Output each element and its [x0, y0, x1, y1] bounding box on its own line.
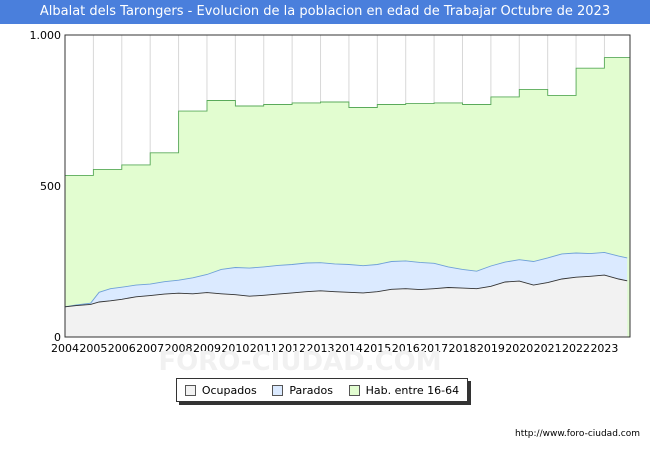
x-tick-label: 2007 [136, 342, 164, 355]
x-tick-label: 2009 [193, 342, 221, 355]
x-tick-label: 2016 [392, 342, 420, 355]
legend-item-hab: Hab. entre 16-64 [348, 383, 460, 397]
legend-swatch-parados [272, 384, 284, 396]
x-tick-label: 2023 [590, 342, 618, 355]
legend-item-ocupados: Ocupados [184, 383, 257, 397]
x-tick-label: 2018 [448, 342, 476, 355]
line-parados [64, 251, 628, 308]
legend-label-hab: Hab. entre 16-64 [365, 383, 460, 397]
y-tick-label: 0 [54, 331, 61, 344]
chart-title: Albalat dels Tarongers - Evolucion de la… [0, 0, 650, 24]
area-ocupados [65, 275, 628, 337]
y-tick-label: 500 [40, 180, 61, 193]
line-hab-entre-16-64 [65, 57, 630, 176]
x-tick-label: 2021 [534, 342, 562, 355]
legend-swatch-ocupados [184, 384, 196, 396]
legend-item-parados: Parados [272, 384, 333, 397]
x-tick-label: 2017 [420, 342, 448, 355]
plot-frame [64, 34, 631, 338]
x-tick-label: 2012 [278, 342, 306, 355]
y-tick-label: 1.000 [30, 29, 62, 42]
legend-label-parados: Parados [289, 383, 333, 397]
x-tick-label: 2019 [477, 342, 505, 355]
x-tick-label: 2005 [79, 342, 107, 355]
line-ocupados [64, 274, 628, 308]
x-tick-label: 2010 [221, 342, 249, 355]
x-tick-label: 2006 [108, 342, 136, 355]
x-tick-label: 2008 [165, 342, 193, 355]
x-tick-label: 2004 [51, 342, 79, 355]
legend-swatch-hab [348, 384, 360, 396]
x-tick-label: 2020 [505, 342, 533, 355]
series-lines [64, 57, 630, 308]
x-tick-label: 2022 [562, 342, 590, 355]
legend-label-ocupados: Ocupados [201, 383, 257, 397]
x-tick-label: 2011 [250, 342, 278, 355]
x-tick-label: 2013 [307, 342, 335, 355]
x-tick-label: 2015 [363, 342, 391, 355]
source-url[interactable]: http://www.foro-ciudad.com [515, 429, 640, 439]
watermark: FORO-CIUDAD.COM [158, 347, 441, 377]
legend: Ocupados Parados Hab. entre 16-64 [176, 378, 468, 402]
x-tick-label: 2014 [335, 342, 363, 355]
